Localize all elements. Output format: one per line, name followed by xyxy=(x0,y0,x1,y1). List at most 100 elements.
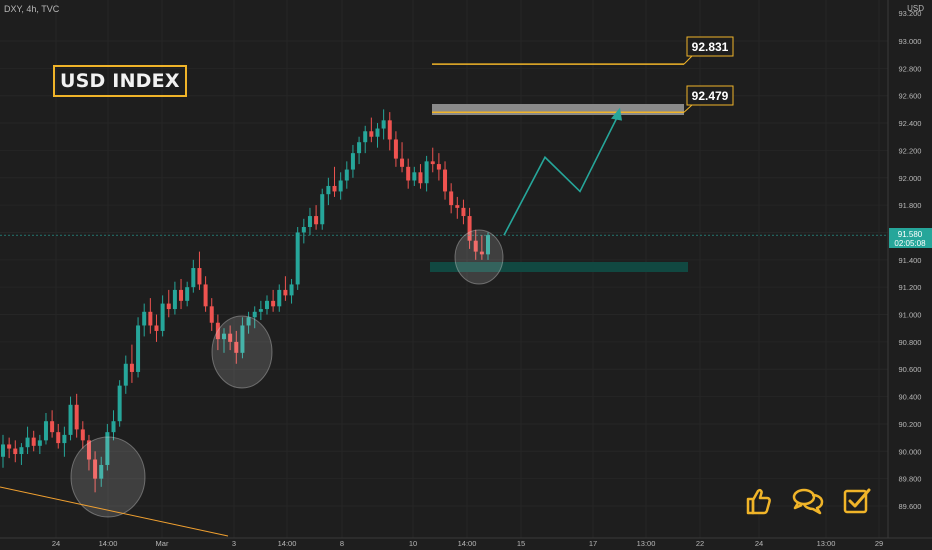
candlesticks xyxy=(1,109,490,493)
candle-body xyxy=(166,303,171,310)
candle-body xyxy=(455,205,460,208)
x-tick-label: 15 xyxy=(517,539,525,548)
x-tick-label: 14:00 xyxy=(99,539,118,548)
x-tick-label: 24 xyxy=(52,539,60,548)
y-tick-label: 91.200 xyxy=(899,283,922,292)
candle-body xyxy=(31,437,36,446)
highlight-circle-3 xyxy=(454,229,504,285)
y-tick-label: 92.000 xyxy=(899,174,922,183)
candle-body xyxy=(406,166,411,181)
y-tick-label: 93.000 xyxy=(899,37,922,46)
x-tick-label: 10 xyxy=(409,539,417,548)
projected-path xyxy=(503,117,618,236)
thumbs-up-icon[interactable] xyxy=(744,486,774,516)
level-label-2-text: 92.479 xyxy=(692,89,729,103)
candle-body xyxy=(295,232,300,285)
candle-body xyxy=(412,172,417,181)
candle-body xyxy=(467,216,472,241)
level-label-1: 92.831 xyxy=(686,36,734,57)
candle-body xyxy=(443,169,448,192)
y-tick-label: 90.000 xyxy=(899,447,922,456)
y-tick-label: 91.800 xyxy=(899,201,922,210)
candle-body xyxy=(258,309,263,312)
candle-body xyxy=(424,161,429,184)
y-tick-label: 91.000 xyxy=(899,311,922,320)
candle-body xyxy=(222,333,227,340)
candle-body xyxy=(461,207,466,217)
candle-body xyxy=(148,311,153,326)
comments-icon[interactable] xyxy=(792,486,824,516)
y-tick-label: 89.800 xyxy=(899,475,922,484)
y-tick-label: 89.600 xyxy=(899,502,922,511)
candle-body xyxy=(418,172,423,184)
candle-body xyxy=(172,289,177,310)
candle-body xyxy=(160,303,165,331)
projection-arrowhead xyxy=(611,107,622,121)
candle-body xyxy=(62,434,67,444)
level-label-connector xyxy=(683,55,693,65)
x-tick-label: 8 xyxy=(340,539,344,548)
x-tick-label: 13:00 xyxy=(817,539,836,548)
x-tick-label: 14:00 xyxy=(278,539,297,548)
candle-body xyxy=(277,289,282,307)
candle-body xyxy=(50,421,55,433)
support-zone xyxy=(430,262,688,272)
y-tick-label: 92.600 xyxy=(899,92,922,101)
candle-body xyxy=(56,432,61,444)
price-axis[interactable]: 93.000 92.800 92.600 92.400 92.200 92.000 91.8… xyxy=(899,9,922,511)
y-tick-label: 90.800 xyxy=(899,338,922,347)
level-lines xyxy=(432,55,693,114)
candle-body xyxy=(301,227,306,233)
x-tick-label: 13:00 xyxy=(637,539,656,548)
candle-body xyxy=(252,311,257,318)
x-tick-label: 14:00 xyxy=(458,539,477,548)
candle-body xyxy=(357,142,362,154)
candle-body xyxy=(197,268,202,285)
level-label-connector xyxy=(683,104,693,113)
y-tick-label: 90.200 xyxy=(899,420,922,429)
candle-body xyxy=(68,404,73,435)
x-tick-label: Mar xyxy=(156,539,169,548)
x-tick-label: 29 xyxy=(875,539,883,548)
y-tick-label-top: 93.200 xyxy=(899,9,922,18)
highlight-circle-2 xyxy=(211,315,273,389)
candle-body xyxy=(307,216,312,227)
countdown-timer: 02:05:08 xyxy=(894,239,926,248)
candle-body xyxy=(375,128,380,137)
candle-body xyxy=(332,185,337,192)
candle-body xyxy=(25,437,30,448)
candle-body xyxy=(86,440,91,460)
candle-body xyxy=(387,120,392,140)
candle-body xyxy=(154,325,159,331)
candle-body xyxy=(215,322,220,340)
current-price-tag: 91.580 02:05:08 xyxy=(889,228,932,248)
current-price-value: 91.580 xyxy=(898,230,923,239)
candle-body xyxy=(117,385,122,422)
currency-label: USD xyxy=(907,4,924,13)
candle-body xyxy=(430,161,435,165)
candle-body xyxy=(179,289,184,301)
x-tick-label: 22 xyxy=(696,539,704,548)
resistance-zone xyxy=(432,104,684,115)
candle-body xyxy=(289,284,294,296)
candle-body xyxy=(350,153,355,170)
y-tick-label: 92.800 xyxy=(899,64,922,73)
candle-body xyxy=(203,284,208,307)
candle-body xyxy=(105,432,110,465)
candle-body xyxy=(326,185,331,195)
candle-body xyxy=(363,131,368,143)
candle-body xyxy=(99,464,104,479)
level-label-2: 92.479 xyxy=(686,85,734,106)
symbol-info: DXY, 4h, TVC xyxy=(4,4,60,14)
candle-body xyxy=(123,363,128,386)
checkbox-icon[interactable] xyxy=(842,486,872,516)
candle-body xyxy=(344,169,349,181)
candle-body xyxy=(136,325,141,372)
time-axis[interactable]: 24 14:00 Mar 3 14:00 8 10 14:00 15 17 13:00 22 24 13:… xyxy=(52,539,883,548)
candle-body xyxy=(283,289,288,296)
candle-body xyxy=(228,333,233,342)
x-tick-label: 24 xyxy=(755,539,763,548)
candle-body xyxy=(13,448,18,455)
candle-body xyxy=(1,444,5,457)
